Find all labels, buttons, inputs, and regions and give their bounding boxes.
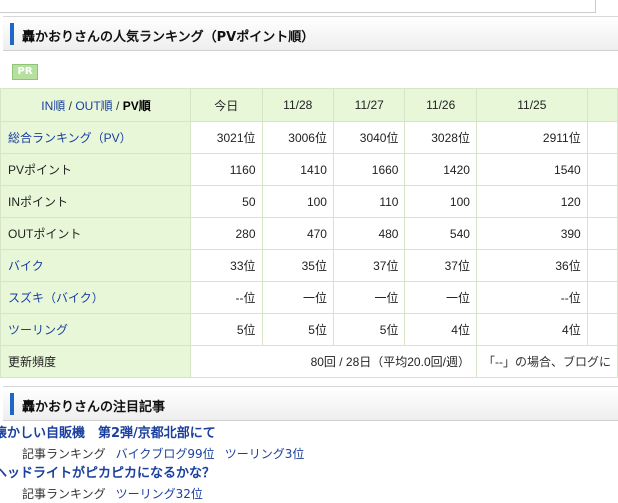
row-label: スズキ（バイク） bbox=[0, 281, 192, 314]
table-cell: 110 bbox=[332, 185, 406, 218]
table-cell: 1160 bbox=[190, 153, 263, 186]
table-cell-overflow bbox=[586, 185, 618, 218]
table-row: 総合ランキング（PV） 3021位 3006位 3040位 3028位 2911位 bbox=[0, 121, 618, 154]
table-cell: 一位 bbox=[404, 281, 477, 314]
sort-options: IN順 / OUT順 / PV順 bbox=[0, 88, 192, 122]
article-rank-link[interactable]: ツーリング32位 bbox=[115, 487, 203, 501]
table-cell: 1540 bbox=[475, 153, 588, 186]
table-row: ツーリング 5位 5位 5位 4位 4位 bbox=[0, 313, 618, 346]
row-label-text: PVポイント bbox=[8, 163, 73, 177]
table-cell: 2911位 bbox=[475, 121, 588, 154]
table-cell: 5位 bbox=[190, 313, 263, 346]
sort-pv-current: PV順 bbox=[122, 98, 151, 113]
table-cell: 一位 bbox=[261, 281, 334, 314]
table-cell: 5位 bbox=[332, 313, 406, 346]
table-cell-overflow bbox=[586, 217, 618, 250]
sort-separator: / bbox=[65, 98, 76, 113]
article-ranking-label: 記事ランキング bbox=[22, 487, 106, 501]
article-meta: 記事ランキング バイクブログ99位 ツーリング3位 bbox=[22, 445, 304, 462]
table-cell: 3021位 bbox=[190, 121, 263, 154]
row-label: 総合ランキング（PV） bbox=[0, 121, 192, 154]
row-label: バイク bbox=[0, 249, 192, 282]
table-row: PVポイント 1160 1410 1660 1420 1540 bbox=[0, 153, 618, 186]
table-cell: --位 bbox=[190, 281, 263, 314]
row-label-link[interactable]: バイク bbox=[8, 259, 44, 273]
row-label: ツーリング bbox=[0, 313, 192, 346]
table-cell: 37位 bbox=[332, 249, 406, 282]
table-cell: 3028位 bbox=[404, 121, 477, 154]
table-cell: 1660 bbox=[332, 153, 406, 186]
ranking-table: IN順 / OUT順 / PV順 今日 11/28 11/27 11/26 11… bbox=[0, 88, 618, 378]
table-row: OUTポイント 280 470 480 540 390 bbox=[0, 217, 618, 250]
table-cell-overflow bbox=[586, 249, 618, 282]
column-header-overflow bbox=[586, 88, 618, 122]
column-header: 11/27 bbox=[332, 88, 406, 122]
sort-in-link[interactable]: IN順 bbox=[41, 98, 66, 113]
table-row: INポイント 50 100 110 100 120 bbox=[0, 185, 618, 218]
table-cell: 36位 bbox=[475, 249, 588, 282]
row-label-link[interactable]: 総合ランキング（PV） bbox=[8, 131, 132, 145]
table-cell: 470 bbox=[261, 217, 334, 250]
table-cell: 120 bbox=[475, 185, 588, 218]
update-frequency-label: 更新頻度 bbox=[0, 345, 192, 378]
article-title-link[interactable]: 懐かしい自販機 第2弾/京都北部にて bbox=[0, 426, 216, 441]
articles-section-header: 轟かおりさんの注目記事 bbox=[3, 386, 618, 421]
table-cell: 1420 bbox=[404, 153, 477, 186]
table-cell-overflow bbox=[586, 153, 618, 186]
table-cell-overflow bbox=[586, 313, 618, 346]
row-label: OUTポイント bbox=[0, 217, 192, 250]
table-cell: 一位 bbox=[332, 281, 406, 314]
table-header-row: IN順 / OUT順 / PV順 今日 11/28 11/27 11/26 11… bbox=[0, 88, 618, 122]
table-cell: 100 bbox=[261, 185, 334, 218]
table-cell: 390 bbox=[475, 217, 588, 250]
article-meta: 記事ランキング ツーリング32位 bbox=[22, 485, 203, 502]
row-label-link[interactable]: ツーリング bbox=[8, 323, 69, 337]
table-cell: 4位 bbox=[404, 313, 477, 346]
table-cell: 50 bbox=[190, 185, 263, 218]
update-frequency-value: 80回 / 28日（平均20.0回/週） bbox=[190, 345, 477, 378]
top-remnant bbox=[0, 0, 618, 14]
header-accent-bar bbox=[10, 23, 14, 45]
table-row: バイク 33位 35位 37位 37位 36位 bbox=[0, 249, 618, 282]
article-rank-link[interactable]: バイクブログ99位 bbox=[115, 447, 215, 461]
update-frequency-note: 「--」の場合、ブログに bbox=[475, 345, 618, 378]
article-rank-link[interactable]: ツーリング3位 bbox=[224, 447, 305, 461]
table-cell-overflow bbox=[586, 281, 618, 314]
article-title-link[interactable]: ヘッドライトがピカピカになるかな？ bbox=[0, 466, 216, 481]
row-label: INポイント bbox=[0, 185, 192, 218]
table-cell: --位 bbox=[475, 281, 588, 314]
update-frequency-row: 更新頻度 80回 / 28日（平均20.0回/週） 「--」の場合、ブログに bbox=[0, 345, 618, 378]
column-header: 11/26 bbox=[404, 88, 477, 122]
column-header: 今日 bbox=[190, 88, 263, 122]
row-label-text: OUTポイント bbox=[8, 227, 82, 241]
table-cell: 3006位 bbox=[261, 121, 334, 154]
table-row: スズキ（バイク） --位 一位 一位 一位 --位 bbox=[0, 281, 618, 314]
row-label-text: INポイント bbox=[8, 195, 69, 209]
row-label-link[interactable]: スズキ（バイク） bbox=[8, 291, 104, 305]
column-header: 11/25 bbox=[475, 88, 588, 122]
table-cell: 480 bbox=[332, 217, 406, 250]
table-cell: 35位 bbox=[261, 249, 334, 282]
table-cell: 37位 bbox=[404, 249, 477, 282]
table-cell: 5位 bbox=[261, 313, 334, 346]
top-box-edge bbox=[0, 0, 596, 13]
article-ranking-label: 記事ランキング bbox=[22, 447, 106, 461]
header-accent-bar bbox=[10, 393, 14, 415]
table-cell: 3040位 bbox=[332, 121, 406, 154]
ranking-section-title: 轟かおりさんの人気ランキング（PVポイント順） bbox=[22, 30, 315, 45]
table-cell: 33位 bbox=[190, 249, 263, 282]
table-cell: 280 bbox=[190, 217, 263, 250]
row-label: PVポイント bbox=[0, 153, 192, 186]
table-cell: 4位 bbox=[475, 313, 588, 346]
sort-separator: / bbox=[112, 98, 123, 113]
articles-section-title: 轟かおりさんの注目記事 bbox=[22, 400, 166, 415]
sort-out-link[interactable]: OUT順 bbox=[75, 98, 113, 113]
table-cell: 100 bbox=[404, 185, 477, 218]
column-header: 11/28 bbox=[261, 88, 334, 122]
ranking-section-header: 轟かおりさんの人気ランキング（PVポイント順） bbox=[3, 16, 618, 51]
pr-badge[interactable]: PR bbox=[12, 64, 38, 80]
table-cell: 1410 bbox=[261, 153, 334, 186]
table-cell: 540 bbox=[404, 217, 477, 250]
table-cell-overflow bbox=[586, 121, 618, 154]
